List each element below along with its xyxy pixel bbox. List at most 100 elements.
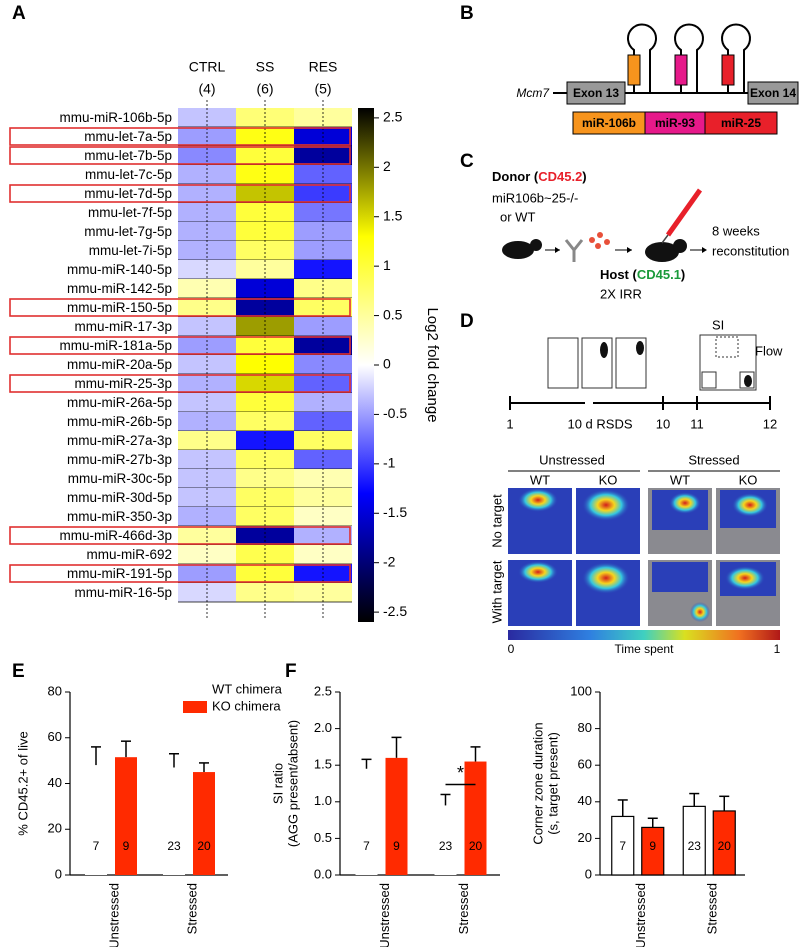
genotype-label: KO xyxy=(599,472,618,487)
occupancy-region xyxy=(652,562,708,592)
x-tick-label: Unstressed xyxy=(377,883,392,947)
n-label: 20 xyxy=(718,839,732,853)
y-tick-label: 0.0 xyxy=(314,866,332,881)
mouse-icon xyxy=(744,375,752,387)
syringe xyxy=(665,188,703,237)
heat-spot xyxy=(690,602,710,622)
test-label: SI xyxy=(712,317,724,332)
heat-spot xyxy=(582,489,630,521)
heat-cell xyxy=(178,298,236,317)
heat-cell xyxy=(236,374,294,393)
hairpin-mature xyxy=(674,54,688,86)
heat-cell xyxy=(294,241,352,260)
colorbar-tick-label: 0 xyxy=(383,356,391,372)
corner-zone xyxy=(701,371,717,389)
colorbar-tick-label: -1 xyxy=(383,455,396,471)
time-scale xyxy=(508,630,780,640)
y-tick-label: 2.5 xyxy=(314,683,332,698)
colorbar-tick-label: -1.5 xyxy=(383,504,407,520)
mouse-body xyxy=(645,242,679,262)
row-label: mmu-let-7f-5p xyxy=(88,205,172,220)
timeline-label: 11 xyxy=(690,416,704,431)
legend-label: KO chimera xyxy=(212,698,281,713)
row-label: mmu-miR-26a-5p xyxy=(67,395,172,410)
x-tick-label: Unstressed xyxy=(106,883,121,947)
host-mouse xyxy=(645,239,687,262)
colorbar-tick-label: -2 xyxy=(383,553,396,569)
colorbar-tick-label: 2 xyxy=(383,158,391,174)
row-label: mmu-let-7g-5p xyxy=(84,224,172,239)
heat-spot xyxy=(725,566,765,590)
colorbar xyxy=(358,108,374,622)
y-tick-label: 1.5 xyxy=(314,757,332,772)
timeline-label: 10 d RSDS xyxy=(567,416,632,431)
bone-icon xyxy=(564,239,584,262)
y-axis-label: Corner zone duration xyxy=(530,722,545,844)
heat-cell xyxy=(236,298,294,317)
donor-mouse xyxy=(502,239,542,259)
heat-cell xyxy=(236,469,294,488)
y-tick-label: 40 xyxy=(578,793,592,808)
heat-cell xyxy=(294,374,352,393)
cells xyxy=(589,232,610,249)
colorbar-tick-label: -0.5 xyxy=(383,405,407,421)
highlight-box xyxy=(9,298,351,317)
heat-cell xyxy=(236,165,294,184)
y-tick-label: 2.0 xyxy=(314,720,332,735)
bar xyxy=(115,757,137,875)
arrow-head xyxy=(627,247,632,253)
highlight-box xyxy=(9,146,351,165)
bar xyxy=(434,805,457,875)
donor-marker: CD45.2 xyxy=(538,169,582,184)
heat-cell xyxy=(294,450,352,469)
hairpin-mature xyxy=(721,54,735,86)
column-count: (6) xyxy=(256,81,273,97)
heat-spot xyxy=(582,562,630,594)
bar xyxy=(464,761,487,875)
colorbar-tick-label: 0.5 xyxy=(383,306,403,322)
y-tick-label: 60 xyxy=(578,757,592,772)
n-label: 20 xyxy=(469,839,483,853)
colorbar-tick-label: 1.5 xyxy=(383,207,403,223)
y-axis-label: (s, target present) xyxy=(545,732,560,835)
mirna-label: miR-25 xyxy=(721,116,761,130)
mouse-body xyxy=(502,241,534,259)
row-label: mmu-miR-106b-5p xyxy=(59,110,172,125)
genotype-line: or WT xyxy=(500,209,535,224)
row-label: mmu-miR-27b-3p xyxy=(67,452,172,467)
mirna-label: miR-93 xyxy=(655,116,695,130)
row-label: mmu-miR-16-5p xyxy=(74,585,172,600)
si-arena xyxy=(699,334,757,391)
row-label: mmu-miR-350-3p xyxy=(67,509,172,524)
bar xyxy=(385,757,408,875)
group-label: Stressed xyxy=(688,452,739,467)
row-label: mmu-miR-466d-3p xyxy=(59,528,172,543)
n-label: 20 xyxy=(197,839,211,853)
row-label: mmu-miR-17-3p xyxy=(74,319,172,334)
exon-label: Exon 13 xyxy=(573,86,619,100)
legend-swatch xyxy=(183,701,207,713)
row-label: mmu-let-7i-5p xyxy=(89,243,172,258)
row-label: mmu-miR-20a-5p xyxy=(67,357,172,372)
timeline-label: 12 xyxy=(763,416,777,431)
y-tick-label: 0.5 xyxy=(314,830,332,845)
heat-cell xyxy=(178,450,236,469)
column-label: CTRL xyxy=(189,59,226,75)
panel-label: B xyxy=(460,3,474,24)
row-label: mmu-let-7c-5p xyxy=(85,167,172,182)
n-label: 9 xyxy=(123,839,130,853)
donor-label: Donor (CD45.2) xyxy=(492,169,587,184)
row-label: mmu-miR-30d-5p xyxy=(67,490,172,505)
panel-label: D xyxy=(460,311,474,332)
column-label: RES xyxy=(309,59,338,75)
exon-box xyxy=(747,81,799,105)
n-label: 23 xyxy=(167,839,181,853)
heat-spot xyxy=(669,492,701,514)
x-tick-label: Stressed xyxy=(705,883,720,934)
gene-label: Mcm7 xyxy=(516,86,550,100)
heat-cell xyxy=(178,222,236,241)
highlight-box xyxy=(9,336,351,355)
group-label: Unstressed xyxy=(539,452,605,467)
heat-cell xyxy=(294,298,352,317)
